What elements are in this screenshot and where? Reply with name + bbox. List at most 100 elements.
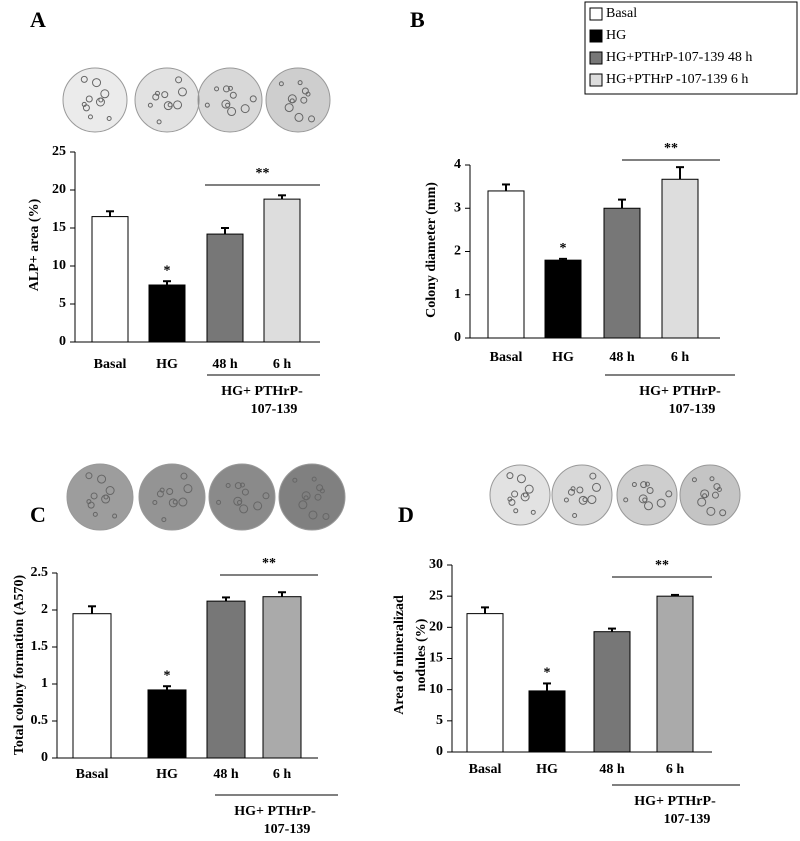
bar xyxy=(593,631,631,753)
plate-spot xyxy=(305,91,311,97)
y-tick-label: 5 xyxy=(59,296,66,311)
y-tick-label: 25 xyxy=(52,144,66,159)
plate-spot xyxy=(214,86,220,92)
group-label: 107-139 xyxy=(264,822,311,837)
plate-spot xyxy=(319,488,325,494)
legend-label: HG xyxy=(606,28,626,43)
y-tick-label: 0 xyxy=(436,744,443,759)
plate-spot xyxy=(287,94,297,104)
plate-spot xyxy=(578,495,588,505)
plate-spot xyxy=(204,102,210,108)
plate-spot xyxy=(716,486,722,492)
plate-spot xyxy=(301,87,309,95)
plate-spot xyxy=(507,496,513,502)
plate-spot xyxy=(92,78,102,88)
plate-spot xyxy=(234,482,242,490)
plate-spot xyxy=(177,87,187,97)
x-tick-label: 48 h xyxy=(213,767,239,782)
legend-label: Basal xyxy=(606,6,637,21)
y-tick-label: 15 xyxy=(52,220,66,235)
significance-star: * xyxy=(544,666,551,681)
plate-spot xyxy=(112,513,118,519)
y-tick-label: 4 xyxy=(454,157,461,172)
plate-spot xyxy=(147,102,153,108)
plate-spot xyxy=(697,497,707,507)
plate-spot xyxy=(85,472,93,480)
plate-spot xyxy=(665,490,673,498)
group-label: HG+ PTHrP- xyxy=(639,384,721,399)
plate-spot xyxy=(81,101,87,107)
group-label: 107-139 xyxy=(664,812,711,827)
plate-spot xyxy=(322,513,330,521)
plate-spot xyxy=(301,491,311,501)
plate-spot xyxy=(570,486,576,492)
plate-spot xyxy=(576,486,584,494)
plate xyxy=(265,67,331,133)
bar xyxy=(487,190,525,339)
y-tick-label: 0 xyxy=(59,334,66,349)
plate-spot xyxy=(173,100,183,110)
plate-spot xyxy=(308,510,318,520)
plate-spot xyxy=(80,75,88,83)
bar xyxy=(544,259,582,339)
plate-spot xyxy=(589,472,597,480)
plate-spot xyxy=(240,104,250,114)
plate-spot xyxy=(216,499,222,505)
significance-star: * xyxy=(560,241,567,256)
plate-spot xyxy=(241,488,249,496)
group-label: HG+ PTHrP- xyxy=(234,804,316,819)
group-label: 107-139 xyxy=(669,402,716,417)
legend-swatch xyxy=(589,73,603,87)
plate-spot xyxy=(308,115,316,123)
plate-spot xyxy=(719,509,727,517)
y-tick-label: 20 xyxy=(429,620,443,635)
x-tick-label: Basal xyxy=(94,357,127,372)
plate-spot xyxy=(249,95,257,103)
y-tick-label: 0 xyxy=(454,330,461,345)
x-tick-label: 48 h xyxy=(212,357,238,372)
plate-spot xyxy=(85,95,93,103)
plate xyxy=(134,67,200,133)
y-axis-label: ALP+ area (%) xyxy=(27,198,42,291)
significance-stars: ** xyxy=(655,558,669,573)
plate-spot xyxy=(506,472,514,480)
x-tick-label: HG xyxy=(552,350,574,365)
plate-spot xyxy=(700,489,710,499)
plate-spot xyxy=(239,504,249,514)
plate-spot xyxy=(278,81,284,87)
plate-spot xyxy=(227,107,237,117)
x-tick-label: 6 h xyxy=(666,762,685,777)
y-axis-label: Colony diameter (mm) xyxy=(424,182,439,318)
plate xyxy=(616,464,678,526)
y-tick-label: 10 xyxy=(429,682,443,697)
y-axis-label: Area of mineralizad xyxy=(392,595,407,715)
plate xyxy=(278,463,346,531)
bar xyxy=(466,613,504,753)
bar xyxy=(72,613,112,759)
plate-spot xyxy=(530,509,536,515)
plate-spot xyxy=(640,481,648,489)
plate-spot xyxy=(709,476,715,482)
y-tick-label: 0.5 xyxy=(31,713,49,728)
bar xyxy=(263,198,301,343)
plate-spot xyxy=(520,492,530,502)
x-tick-label: 6 h xyxy=(273,357,292,372)
plate-spot xyxy=(298,500,308,510)
plate-spot xyxy=(262,492,270,500)
x-tick-label: HG xyxy=(536,762,558,777)
x-tick-label: 48 h xyxy=(599,762,625,777)
plate-spot xyxy=(516,474,526,484)
bar xyxy=(528,690,566,753)
panel-label: B xyxy=(410,7,425,32)
plate-spot xyxy=(90,492,98,500)
y-tick-label: 30 xyxy=(429,557,443,572)
plate-spot xyxy=(513,508,519,514)
plate-spot xyxy=(222,85,230,93)
plate-spot xyxy=(87,114,93,120)
y-tick-label: 10 xyxy=(52,258,66,273)
bar xyxy=(91,216,129,343)
plate-spot xyxy=(644,481,650,487)
plate-spot xyxy=(300,96,308,104)
legend-label: HG+PTHrP -107-139 6 h xyxy=(606,72,748,87)
plate-spot xyxy=(316,484,324,492)
